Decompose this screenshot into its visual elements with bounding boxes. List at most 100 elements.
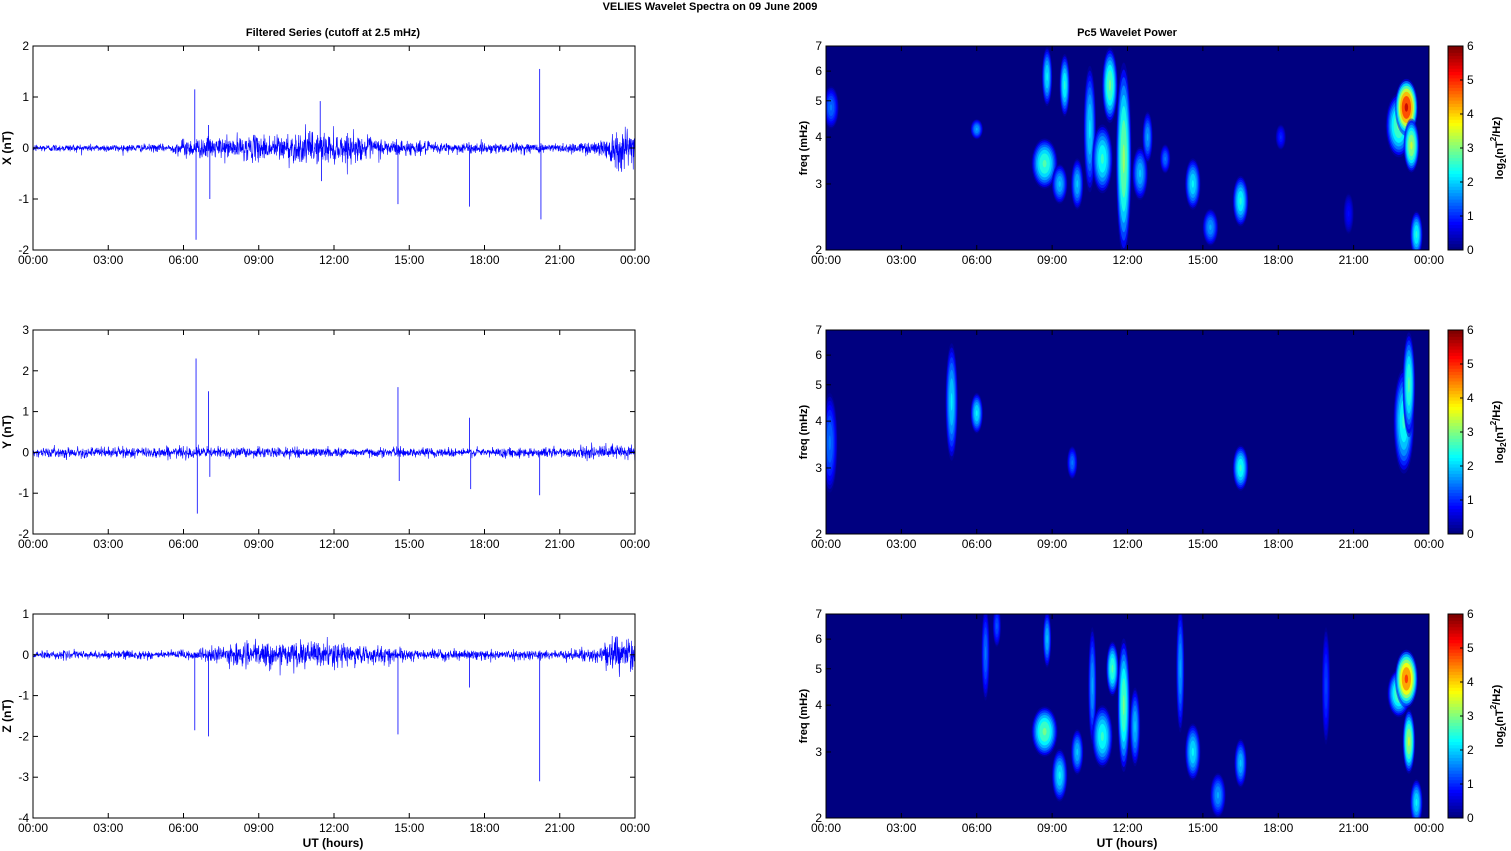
power-blob <box>970 119 984 140</box>
wavelet-x-tick-label: 09:00 <box>1037 537 1067 551</box>
series-x-tick-label: 18:00 <box>469 253 499 267</box>
wavelet-x-tick-label: 15:00 <box>1188 537 1218 551</box>
wavelet-x-tick-label: 21:00 <box>1339 821 1369 835</box>
colorbar-tick-label: 4 <box>1467 391 1474 405</box>
wavelet-x-tick-label: 09:00 <box>1037 253 1067 267</box>
series-x-tick-label: 00:00 <box>620 821 650 835</box>
series-line-z <box>32 636 636 677</box>
y-axis-label: Z (nT) <box>0 699 14 732</box>
power-blob <box>1066 446 1078 480</box>
colorbar: 0 1 2 3 4 5 6 log2(nT2/Hz) <box>1447 323 1508 541</box>
y-tick-label: -4 <box>18 811 29 825</box>
freq-tick-label: 4 <box>815 698 822 712</box>
freq-tick-label: 5 <box>815 94 822 108</box>
y-tick-label: -3 <box>18 770 29 784</box>
power-blob <box>1202 208 1219 246</box>
colorbar-tick-label: 2 <box>1467 459 1474 473</box>
y-tick-label: 0 <box>22 648 29 662</box>
series-x-tick-label: 03:00 <box>93 821 123 835</box>
series-x-tick-label: 15:00 <box>394 537 424 551</box>
wavelet-x-tick-label: 00:00 <box>811 537 841 551</box>
power-blob <box>1275 124 1286 150</box>
wavelet-x-tick-label: 21:00 <box>1339 537 1369 551</box>
y-tick-label: 1 <box>22 607 29 621</box>
y-tick-label: 0 <box>22 445 29 459</box>
power-blob <box>1184 158 1201 210</box>
freq-tick-label: 2 <box>815 243 822 257</box>
series-x-tick-label: 15:00 <box>394 821 424 835</box>
wavelet-x-tick-label: 06:00 <box>962 253 992 267</box>
power-blob <box>1106 641 1119 697</box>
freq-axis-label: freq (mHz) <box>798 404 810 459</box>
y-tick-label: -2 <box>18 527 29 541</box>
freq-tick-label: 4 <box>815 130 822 144</box>
power-blob <box>1051 748 1068 802</box>
series-panel-y: -2 -1 0 1 2 3 00:00 03:00 06:00 09:00 12:00 15:00 18… <box>0 323 650 551</box>
freq-axis-label: freq (mHz) <box>798 688 810 743</box>
left-column-title: Filtered Series (cutoff at 2.5 mHz) <box>246 27 421 39</box>
wavelet-x-tick-label: 15:00 <box>1188 821 1218 835</box>
wavelet-x-tick-label: 00:00 <box>1414 537 1444 551</box>
y-tick-label: 2 <box>22 364 29 378</box>
power-blob <box>1091 124 1113 194</box>
power-blob <box>1117 638 1131 772</box>
colorbar-label: log2(nT2/Hz) <box>1489 400 1508 463</box>
series-x-tick-label: 12:00 <box>319 253 349 267</box>
power-blob <box>970 392 984 434</box>
y-tick-label: -2 <box>18 729 29 743</box>
colorbar-tick-label: 6 <box>1467 607 1474 621</box>
power-blob <box>1402 709 1416 774</box>
wavelet-panel-z: 2 3 4 5 6 7 00:00 03:00 06:00 09:00 12:00 15:00 18:0… <box>798 607 1508 835</box>
series-x-tick-label: 18:00 <box>469 537 499 551</box>
colorbar-tick-label: 6 <box>1467 39 1474 53</box>
freq-tick-label: 6 <box>815 348 822 362</box>
wavelet-x-tick-label: 21:00 <box>1339 253 1369 267</box>
freq-tick-label: 3 <box>815 177 822 191</box>
wavelet-x-tick-label: 00:00 <box>811 253 841 267</box>
freq-tick-label: 6 <box>815 632 822 646</box>
power-blob <box>981 614 990 701</box>
series-line-y <box>32 442 636 462</box>
series-x-tick-label: 06:00 <box>168 253 198 267</box>
series-x-tick-label: 06:00 <box>168 821 198 835</box>
series-x-tick-label: 06:00 <box>168 537 198 551</box>
power-blob <box>1042 614 1052 668</box>
wavelet-x-tick-label: 06:00 <box>962 821 992 835</box>
freq-tick-label: 5 <box>815 662 822 676</box>
power-blob <box>1410 211 1423 250</box>
y-tick-label: 1 <box>22 90 29 104</box>
wavelet-x-tick-label: 18:00 <box>1263 537 1293 551</box>
series-x-tick-label: 09:00 <box>244 537 274 551</box>
series-x-tick-label: 00:00 <box>18 537 48 551</box>
y-tick-label: -1 <box>18 192 29 206</box>
series-x-tick-label: 09:00 <box>244 821 274 835</box>
power-blob <box>1402 332 1416 438</box>
wavelet-x-tick-label: 03:00 <box>886 537 916 551</box>
wavelet-x-tick-label: 18:00 <box>1263 253 1293 267</box>
y-tick-label: 1 <box>22 405 29 419</box>
power-blob <box>1115 62 1132 250</box>
power-blob <box>1088 627 1097 745</box>
power-blob <box>1232 175 1249 227</box>
y-axis-label: Y (nT) <box>0 415 14 449</box>
colorbar-tick-label: 5 <box>1467 641 1474 655</box>
y-axis-label: X (nT) <box>0 131 14 165</box>
wavelet-x-tick-label: 00:00 <box>1414 253 1444 267</box>
colorbar-tick-label: 3 <box>1467 709 1474 723</box>
series-panel-z: -4 -3 -2 -1 0 1 00:00 03:00 06:00 09:00 12:00 15:00… <box>0 607 650 835</box>
power-blob <box>1210 773 1226 818</box>
wavelet-panel-y: 2 3 4 5 6 7 00:00 03:00 06:00 09:00 12:00 15:00 18:0… <box>798 323 1508 551</box>
wavelet-panel-x: 2 3 4 5 6 7 00:00 03:00 06:00 09:00 12:00 15:00 18:0… <box>798 39 1508 267</box>
colorbar-tick-label: 6 <box>1467 323 1474 337</box>
power-blob <box>1403 118 1420 173</box>
wavelet-x-tick-label: 12:00 <box>1112 537 1142 551</box>
y-tick-label: 3 <box>22 323 29 337</box>
power-blob <box>1102 47 1118 123</box>
power-blob <box>992 614 1002 648</box>
series-x-tick-label: 12:00 <box>319 537 349 551</box>
series-x-tick-label: 18:00 <box>469 821 499 835</box>
series-x-tick-label: 21:00 <box>545 537 575 551</box>
series-x-tick-label: 03:00 <box>93 253 123 267</box>
colorbar-tick-label: 5 <box>1467 357 1474 371</box>
right-column-title: Pc5 Wavelet Power <box>1077 27 1178 39</box>
